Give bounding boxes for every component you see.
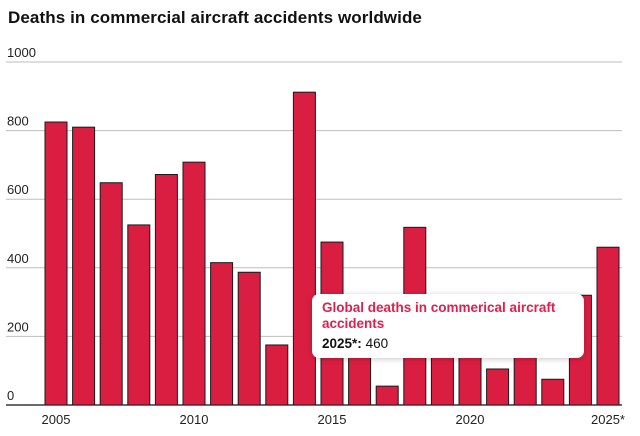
tooltip-value-line: 2025*: 460 bbox=[322, 336, 574, 351]
tooltip-year: 2025*: bbox=[322, 336, 362, 351]
x-axis-ticks: 2005 2010 2015 2020 2025* bbox=[42, 412, 625, 427]
y-tick-label: 0 bbox=[7, 388, 14, 403]
tooltip: Global deaths in commerical aircraft acc… bbox=[312, 294, 584, 358]
bar-2011[interactable] bbox=[210, 262, 234, 406]
x-tick-label: 2020 bbox=[456, 412, 485, 427]
y-tick-label: 800 bbox=[7, 114, 29, 129]
bar-2013[interactable] bbox=[265, 344, 289, 406]
tooltip-title: Global deaths in commerical aircraft acc… bbox=[322, 300, 556, 331]
chart-title: Deaths in commercial aircraft accidents … bbox=[8, 8, 422, 27]
x-tick-label: 2025* bbox=[591, 412, 625, 427]
bars bbox=[44, 91, 620, 406]
x-tick-label: 2010 bbox=[180, 412, 209, 427]
x-tick-label: 2015 bbox=[318, 412, 347, 427]
bar-2005[interactable] bbox=[44, 121, 68, 406]
y-tick-label: 200 bbox=[7, 319, 29, 334]
bar-2014[interactable] bbox=[292, 91, 316, 406]
y-axis-ticks: 0 200 400 600 800 1000 bbox=[7, 45, 36, 403]
y-tick-label: 400 bbox=[7, 251, 29, 266]
bar-2007[interactable] bbox=[99, 182, 123, 406]
bar-2025*[interactable] bbox=[596, 246, 620, 406]
bar-2009[interactable] bbox=[154, 174, 178, 406]
bar-2023[interactable] bbox=[541, 378, 565, 406]
bar-2010[interactable] bbox=[182, 161, 206, 406]
y-tick-label: 1000 bbox=[7, 45, 36, 60]
y-tick-label: 600 bbox=[7, 182, 29, 197]
bar-2006[interactable] bbox=[72, 126, 96, 406]
x-tick-label: 2005 bbox=[42, 412, 71, 427]
bar-2012[interactable] bbox=[237, 271, 261, 406]
tooltip-value: 460 bbox=[365, 336, 389, 351]
bar-2017[interactable] bbox=[375, 385, 399, 406]
bar-2008[interactable] bbox=[127, 224, 151, 406]
bar-2021[interactable] bbox=[486, 368, 510, 406]
